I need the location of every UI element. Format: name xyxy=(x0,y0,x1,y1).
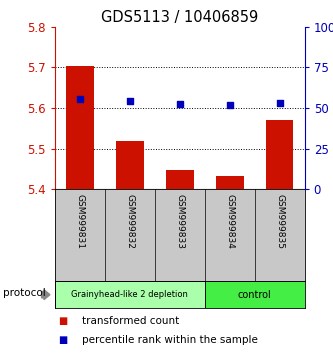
Text: GSM999831: GSM999831 xyxy=(75,194,85,249)
Text: percentile rank within the sample: percentile rank within the sample xyxy=(82,335,257,345)
Text: GSM999832: GSM999832 xyxy=(125,194,135,249)
Bar xyxy=(205,281,305,308)
Text: GSM999834: GSM999834 xyxy=(225,194,234,249)
Bar xyxy=(266,120,293,189)
Text: ■: ■ xyxy=(58,316,68,326)
Point xyxy=(277,100,282,106)
Text: control: control xyxy=(238,290,272,300)
Text: GSM999835: GSM999835 xyxy=(275,194,284,249)
Text: GSM999833: GSM999833 xyxy=(175,194,184,249)
Point xyxy=(127,98,133,104)
Text: transformed count: transformed count xyxy=(82,316,179,326)
Point xyxy=(77,96,83,102)
Bar xyxy=(116,141,144,189)
Bar xyxy=(216,176,243,189)
Point xyxy=(227,102,232,108)
Bar xyxy=(55,281,205,308)
Title: GDS5113 / 10406859: GDS5113 / 10406859 xyxy=(101,10,258,25)
Text: Grainyhead-like 2 depletion: Grainyhead-like 2 depletion xyxy=(72,290,188,299)
Point xyxy=(177,101,182,107)
Text: ■: ■ xyxy=(58,335,68,345)
Text: protocol: protocol xyxy=(3,288,46,298)
Bar xyxy=(166,170,193,189)
Bar xyxy=(66,66,94,189)
